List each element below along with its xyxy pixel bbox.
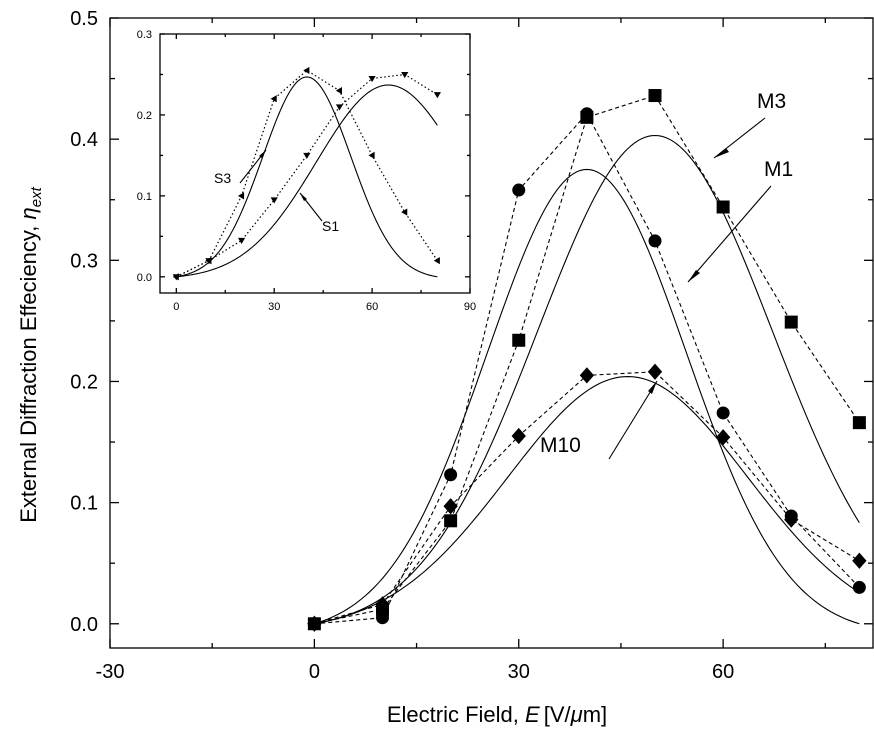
- inset-point-s1: [401, 71, 409, 79]
- y-tick-label: 0.3: [70, 250, 98, 272]
- inset-point-s1: [270, 197, 278, 204]
- point-m10: [443, 498, 458, 515]
- y-tick-label: 0.5: [70, 8, 98, 30]
- point-m10: [647, 363, 663, 380]
- y-axis-title: External Diffraction Effeciency, ηext: [16, 186, 45, 522]
- connector-m1: [314, 112, 860, 625]
- fit-curve-m10: [314, 375, 860, 625]
- point-m10: [784, 511, 799, 528]
- arrow-s1: [299, 192, 323, 222]
- inset-series-s1: [172, 71, 441, 281]
- inset-point-s1: [205, 258, 213, 265]
- inset-point-s1: [237, 237, 246, 244]
- inset-point-s3: [368, 151, 375, 160]
- inset-point-s1: [433, 92, 441, 99]
- inset-point-s1: [303, 152, 311, 160]
- inset-x-tick-label: 90: [464, 301, 476, 313]
- x-tick-label: 30: [508, 661, 530, 683]
- inset-plot: 0 30 60 90 0.0 0.1 0.2 0.3: [137, 29, 476, 313]
- point-m3: [784, 315, 798, 329]
- point-m10: [715, 429, 731, 446]
- inset-point-s3: [401, 208, 408, 216]
- inset-point-s1: [335, 104, 344, 111]
- point-m10: [307, 615, 322, 632]
- point-m3: [580, 110, 594, 124]
- annotation-s3: S3: [214, 170, 231, 186]
- inset-point-s3: [270, 95, 277, 103]
- inset-x-tick-label: 0: [173, 301, 179, 313]
- axes-frame: [109, 17, 874, 649]
- inset-connector-s1: [176, 73, 438, 278]
- fit-curve-m1: [314, 168, 860, 625]
- point-m3: [512, 333, 526, 347]
- x-tick-label: 0: [309, 661, 320, 683]
- inset-x-tick-label: 30: [268, 301, 280, 313]
- point-m10: [579, 367, 595, 384]
- inset-point-s3: [303, 66, 310, 75]
- inset-y-tick-label: 0.1: [137, 191, 152, 203]
- point-m10: [375, 596, 390, 613]
- point-m3: [852, 416, 866, 430]
- point-m10: [852, 552, 867, 569]
- point-m1: [512, 183, 526, 197]
- annotation-m10: M10: [540, 434, 581, 457]
- annotation-s1: S1: [322, 218, 339, 234]
- inset-point-s1: [172, 274, 180, 281]
- inset-y-tick-label: 0.3: [137, 29, 152, 41]
- inset-connector-s3: [176, 69, 438, 278]
- y-tick-label: 0.1: [70, 493, 98, 515]
- y-tick-label: 0.2: [70, 371, 98, 393]
- point-m10: [511, 427, 526, 445]
- inset-y-tick-label: 0.2: [137, 110, 152, 122]
- inset-point-s1: [368, 75, 376, 83]
- inset-point-s3: [433, 257, 440, 265]
- main-plot: -30 0 30 60 0.0 0.1 0.2 0.3 0.4 0.5: [70, 8, 874, 683]
- inset-y-tick-label: 0.0: [137, 272, 152, 284]
- inset-axes-frame: [159, 33, 471, 294]
- annotation-m1: M1: [764, 158, 793, 181]
- series-m10: [307, 363, 867, 632]
- arrow-m1: [687, 185, 772, 283]
- connector-m3: [314, 94, 860, 625]
- y-tick-label: 0.4: [70, 129, 98, 151]
- point-m1: [648, 234, 662, 248]
- y-tick-label: 0.0: [70, 614, 98, 636]
- arrow-m3: [713, 117, 766, 159]
- x-tick-label: -30: [96, 661, 125, 683]
- arrow-m10: [608, 380, 658, 460]
- connector-m10: [314, 371, 860, 625]
- x-axis-title: Electric Field, E [V/μm]: [387, 702, 607, 727]
- point-m1: [716, 406, 730, 420]
- point-m3: [444, 514, 458, 528]
- arrow-s3: [239, 149, 267, 184]
- point-m3: [716, 200, 730, 214]
- inset-point-s3: [335, 87, 342, 95]
- point-m1: [444, 468, 458, 482]
- x-tick-label: 60: [712, 661, 734, 683]
- inset-fit-curve-s1: [176, 84, 438, 278]
- inset-point-s3: [237, 192, 245, 200]
- point-m3: [648, 89, 662, 103]
- inset-x-tick-label: 60: [366, 301, 378, 313]
- annotation-m3: M3: [757, 90, 786, 113]
- inset-fit-curve-s3: [176, 76, 438, 278]
